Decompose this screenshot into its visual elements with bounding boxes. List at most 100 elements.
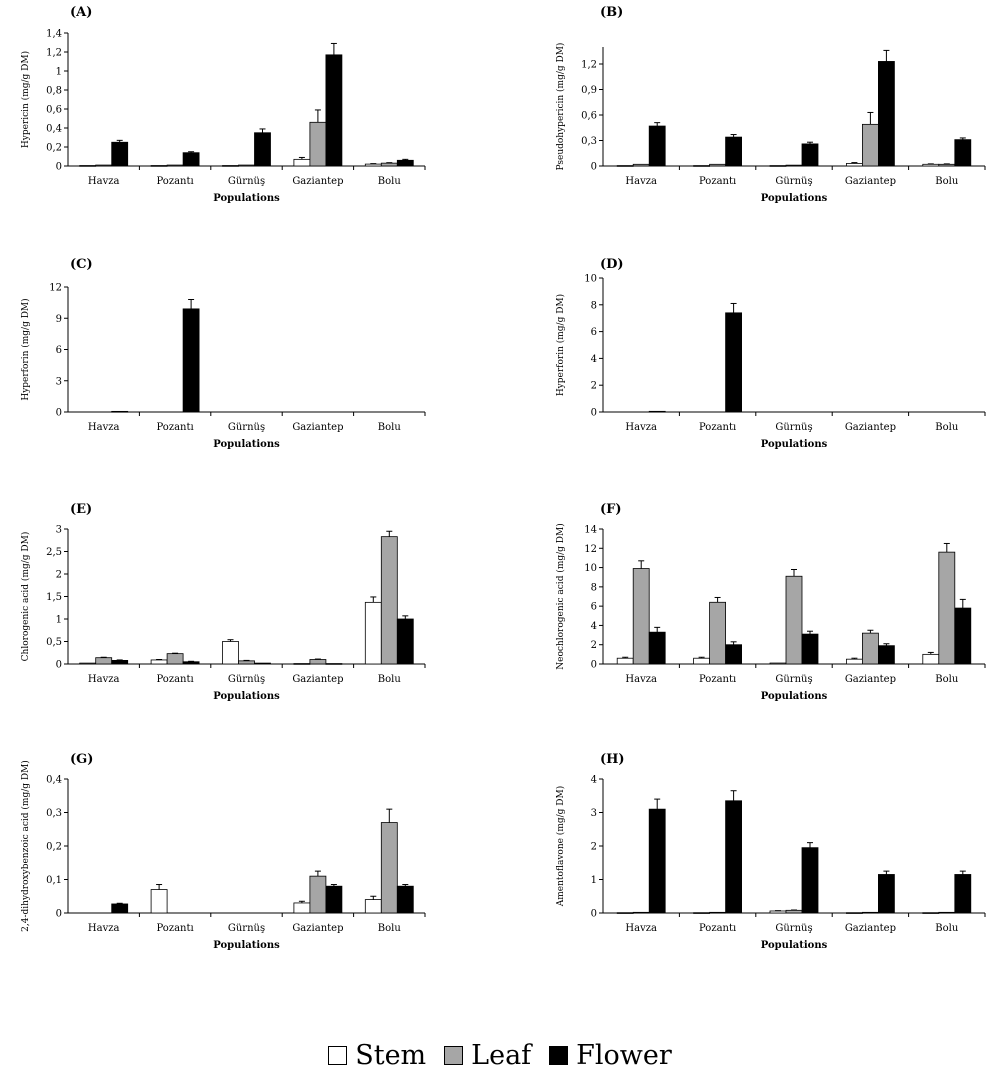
bar-leaf-g-rn (238, 164, 255, 167)
y-tick-label: 12 (584, 544, 597, 555)
bar-leaf-gaziantep (309, 875, 327, 914)
y-tick-label: 0,4 (46, 124, 62, 135)
x-tick-label-g-rn: Gürnüş (228, 923, 265, 934)
y-tick-label: 0,3 (46, 808, 62, 819)
bar-flower-havza (648, 410, 666, 413)
y-tick-label: 6 (591, 327, 597, 338)
bar-flower-havza (111, 660, 129, 665)
bar-flower-g-rn (801, 633, 819, 665)
x-tick-label-pozant: Pozantı (699, 923, 736, 934)
bar-flower-bolu (396, 618, 414, 665)
y-axis-label: Pseudohypericin (mg/g DM) (555, 43, 566, 171)
y-tick-label: 0 (56, 162, 62, 173)
bar-leaf-g-rn (785, 575, 803, 665)
bar-leaf-bolu (938, 163, 956, 167)
x-tick-label-pozant: Pozantı (156, 923, 193, 934)
x-tick-label-g-rn: Gürnüş (228, 422, 265, 433)
bar-flower-havza (111, 903, 129, 914)
x-tick-label-gaziantep: Gaziantep (845, 422, 896, 433)
bar-flower-havza (648, 808, 666, 914)
y-tick-label: 0 (56, 909, 62, 920)
x-tick-label-pozant: Pozantı (699, 674, 736, 685)
panel-label: (F) (600, 502, 622, 517)
bar-leaf-pozant (166, 653, 184, 665)
y-tick-label: 2 (56, 570, 62, 581)
bar-stem-gaziantep (846, 163, 863, 167)
panel-g: (G) 0 0,1 0,2 0,3 0,4 2,4-dihydroxybenzoic aci… (20, 752, 426, 951)
bar-stem-pozant (693, 165, 710, 167)
bar-stem-g-rn (222, 165, 239, 167)
y-tick-label: 2 (591, 381, 597, 392)
y-tick-label: 0,6 (46, 105, 62, 116)
x-axis-label: Populations (761, 940, 828, 951)
bar-flower-g-rn (801, 847, 819, 914)
bar-flower-bolu (396, 885, 414, 914)
bar-stem-havza (616, 657, 634, 665)
y-tick-label: 0,2 (46, 143, 62, 154)
bar-stem-pozant (150, 889, 168, 914)
bar-leaf-gaziantep (862, 123, 879, 167)
bar-leaf-bolu (938, 551, 956, 665)
panel-label: (E) (70, 502, 92, 517)
bar-stem-gaziantep (293, 902, 311, 914)
bar-flower-gaziantep (878, 61, 895, 167)
y-tick-label: 9 (56, 314, 62, 325)
x-tick-label-bolu: Bolu (378, 422, 402, 433)
y-tick-label: 0 (591, 408, 597, 419)
y-tick-label: 6 (591, 602, 597, 613)
x-tick-label-bolu: Bolu (378, 923, 402, 934)
legend-item-flower: Flower (549, 1040, 672, 1071)
y-tick-label: 0 (56, 408, 62, 419)
y-tick-label: 1,2 (46, 48, 62, 59)
y-axis-label: Hyperforin (mg/g DM) (20, 298, 31, 400)
bar-leaf-gaziantep (309, 121, 327, 167)
bar-leaf-havza (632, 163, 650, 167)
x-tick-label-pozant: Pozantı (156, 422, 193, 433)
y-tick-label: 0,9 (581, 85, 597, 96)
bar-flower-g-rn (254, 662, 271, 665)
bar-stem-pozant (693, 912, 710, 914)
x-tick-label-gaziantep: Gaziantep (292, 176, 343, 187)
panel-e: (E) 0 0,5 1 1,5 2 2,5 3 Chlorogenic acid (mg/g D… (20, 502, 426, 702)
bar-flower-pozant (182, 308, 200, 413)
bar-leaf-bolu (938, 911, 956, 914)
y-tick-label: 0 (591, 660, 597, 671)
panel-h: (H) 0 1 2 3 4 Amentoflavone (mg/g DM) Havza Poza… (555, 752, 986, 951)
bar-leaf-havza (632, 568, 650, 665)
x-tick-label-gaziantep: Gaziantep (845, 674, 896, 685)
x-tick-label-havza: Havza (625, 176, 657, 187)
bar-stem-gaziantep (293, 158, 311, 167)
x-tick-label-g-rn: Gürnüş (228, 176, 265, 187)
legend-item-stem: Stem (328, 1040, 426, 1071)
bar-stem-havza (79, 165, 97, 167)
bar-flower-pozant (725, 312, 742, 413)
bar-stem-g-rn (769, 910, 787, 914)
bar-stem-havza (616, 165, 634, 167)
y-tick-label: 3 (56, 525, 62, 536)
bar-leaf-g-rn (785, 909, 803, 914)
y-tick-label: 3 (56, 376, 62, 387)
bar-stem-bolu (922, 653, 940, 665)
bar-flower-g-rn (254, 132, 271, 167)
y-tick-label: 1 (591, 875, 597, 886)
bar-stem-bolu (922, 912, 940, 914)
x-tick-label-pozant: Pozantı (156, 176, 193, 187)
bar-leaf-pozant (709, 601, 726, 665)
x-tick-label-gaziantep: Gaziantep (292, 422, 343, 433)
y-tick-label: 8 (591, 582, 597, 593)
y-tick-label: 1 (56, 67, 62, 78)
panel-label: (A) (70, 5, 92, 20)
bar-stem-bolu (364, 899, 382, 914)
x-tick-label-havza: Havza (88, 674, 120, 685)
bar-flower-havza (648, 631, 666, 665)
bar-leaf-pozant (166, 164, 184, 167)
y-tick-label: 1,4 (46, 29, 62, 40)
y-tick-label: 4 (591, 775, 597, 786)
legend-item-leaf: Leaf (444, 1040, 531, 1071)
bar-leaf-havza (95, 657, 113, 665)
panel-c: (C) 0 3 6 9 12 Hyperforin (mg/g DM) Havza Pozant… (20, 257, 426, 450)
y-tick-label: 10 (584, 274, 597, 285)
bar-flower-pozant (182, 661, 200, 665)
y-tick-label: 4 (591, 354, 597, 365)
y-tick-label: 3 (591, 808, 597, 819)
